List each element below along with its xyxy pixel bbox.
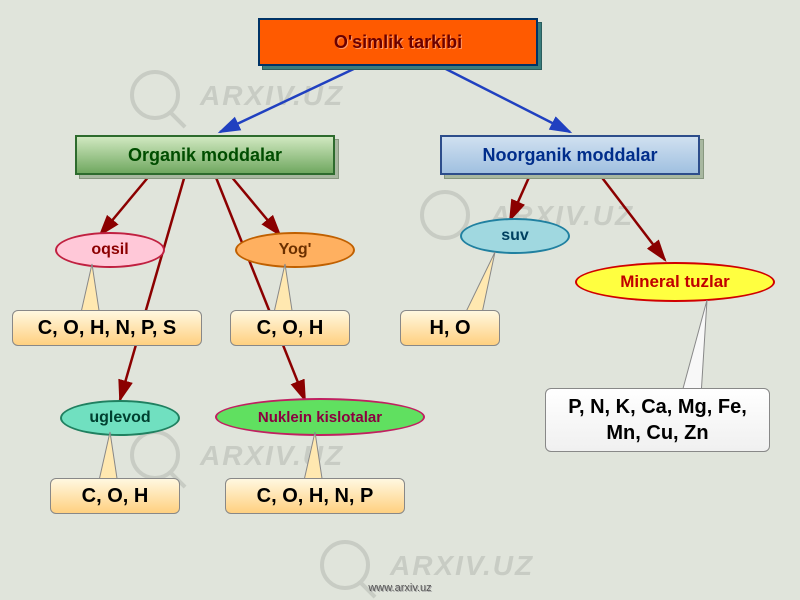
- nuklein-callout: C, O, H, N, P: [225, 478, 405, 514]
- uglevod-composition: C, O, H: [50, 478, 180, 514]
- mineral-callout: P, N, K, Ca, Mg, Fe, Mn, Cu, Zn: [545, 388, 770, 452]
- nuklein-composition: C, O, H, N, P: [225, 478, 405, 514]
- yog-callout: C, O, H: [230, 310, 350, 346]
- mineral-node: Mineral tuzlar: [575, 262, 775, 302]
- oqsil-callout: C, O, H, N, P, S: [12, 310, 202, 346]
- title-box: O'simlik tarkibi: [258, 18, 538, 66]
- suv-composition: H, O: [400, 310, 500, 346]
- inorganic-label: Noorganik moddalar: [440, 135, 700, 175]
- yog-composition: C, O, H: [230, 310, 350, 346]
- mineral-composition: P, N, K, Ca, Mg, Fe, Mn, Cu, Zn: [545, 388, 770, 452]
- organic-label: Organik moddalar: [75, 135, 335, 175]
- organic-box: Organik moddalar: [75, 135, 335, 175]
- suv-callout: H, O: [400, 310, 500, 346]
- inorganic-box: Noorganik moddalar: [440, 135, 700, 175]
- title-label: O'simlik tarkibi: [258, 18, 538, 66]
- watermark: ARXIV.UZ: [200, 80, 344, 112]
- oqsil-composition: C, O, H, N, P, S: [12, 310, 202, 346]
- footer-url: www.arxiv.uz: [368, 582, 431, 594]
- uglevod-callout: C, O, H: [50, 478, 180, 514]
- watermark: ARXIV.UZ: [390, 550, 534, 582]
- suv-node: suv: [460, 218, 570, 254]
